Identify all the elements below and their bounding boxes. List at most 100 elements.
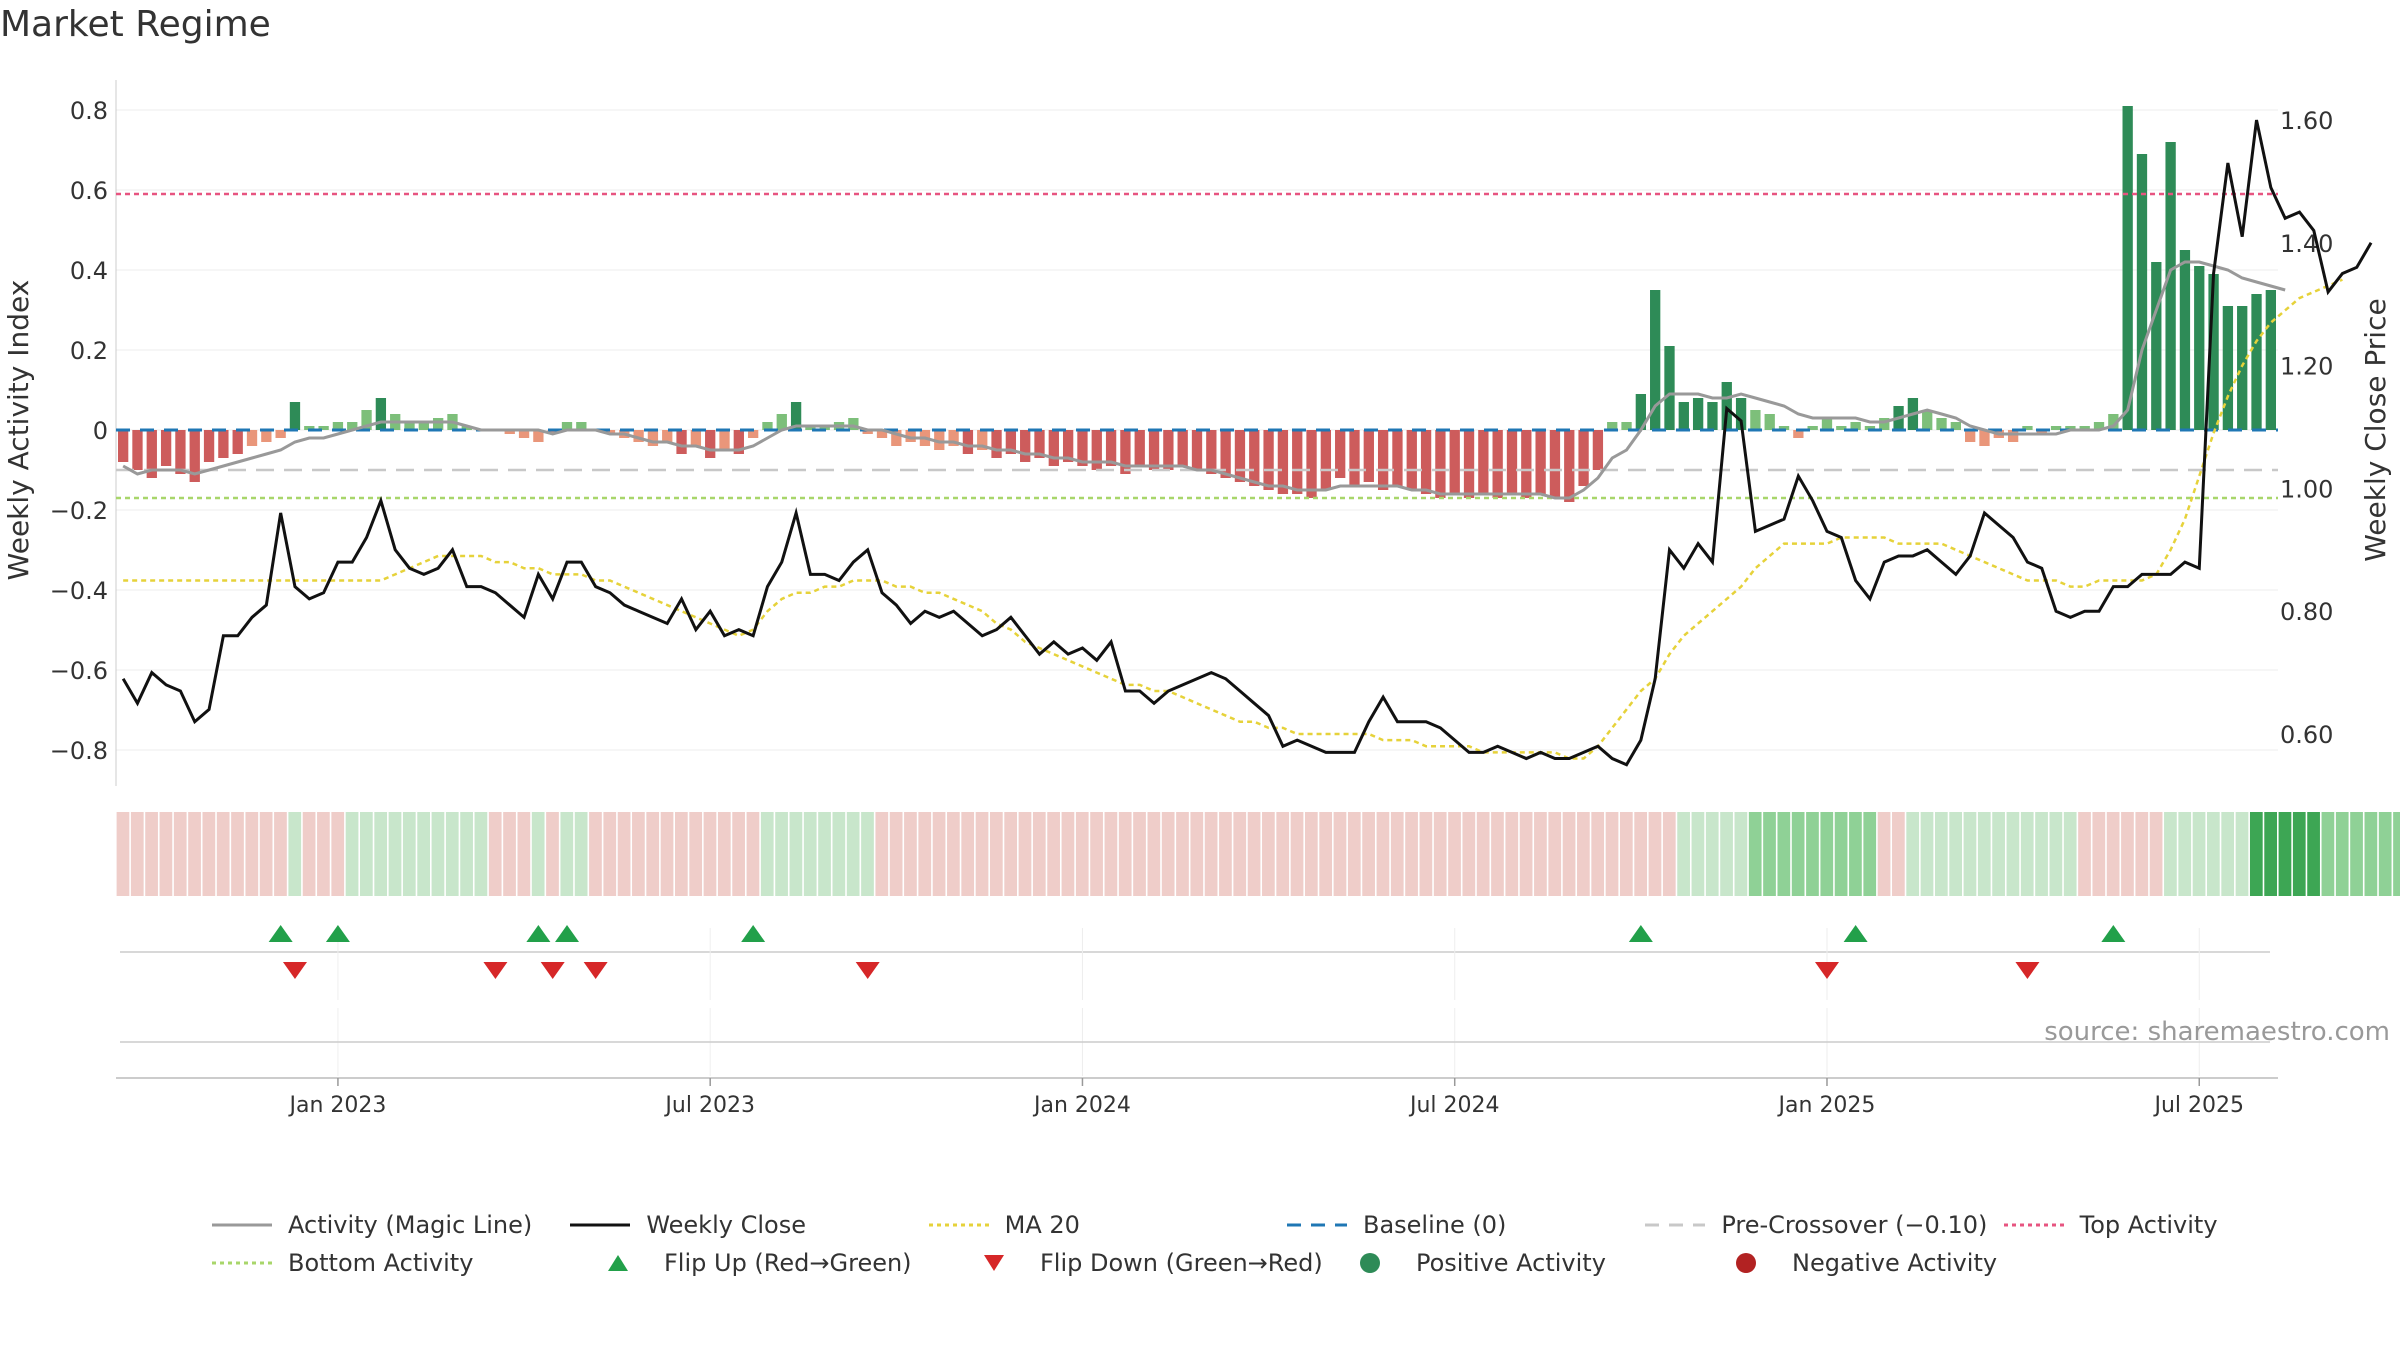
regime-cell [1834,812,1848,896]
regime-cell [517,812,531,896]
activity-bar [1922,410,1933,430]
regime-cell [789,812,803,896]
legend-label: Flip Down (Green→Red) [1040,1249,1323,1277]
regime-cell [2192,812,2206,896]
regime-cell [1863,812,1877,896]
x-tick-label: Jul 2023 [663,1093,755,1118]
regime-cell [1204,812,1218,896]
regime-cell [1419,812,1433,896]
green-dot-icon [1360,1253,1380,1273]
black-solid-line [570,1223,631,1227]
x-tick-label: Jan 2025 [1777,1093,1876,1118]
regime-cell [1934,812,1948,896]
regime-cell [360,812,373,896]
regime-cell [546,812,559,896]
activity-bar [848,418,859,430]
activity-bar [705,430,716,458]
regime-cell [1748,812,1762,896]
legend-label: Pre-Crossover (−0.10) [1721,1211,1988,1239]
activity-bar [1306,430,1317,498]
regime-cell [259,812,273,896]
activity-bar [1177,430,1188,466]
regime-cell [1233,812,1247,896]
activity-bar [2208,274,2219,430]
regime-cell [2292,812,2306,896]
activity-bar [1277,430,1289,494]
activity-bar [819,426,830,430]
regime-cell [1534,812,1547,896]
regime-cell [2264,812,2277,896]
activity-bar [160,430,172,466]
regime-cell [1820,812,1834,896]
regime-cell [503,812,516,896]
chart-legend: Activity (Magic Line) Weekly Close MA 20 Ba… [210,1206,2360,1282]
source-credit: source: sharemaestro.com [2044,1017,2390,1047]
activity-bar [2036,430,2047,434]
activity-bar [1850,422,1861,430]
regime-cell [1677,812,1690,896]
regime-cell [2221,812,2235,896]
activity-bar [2007,430,2019,442]
regime-cell [832,812,846,896]
activity-bar [1750,410,1761,430]
activity-bar [203,430,215,462]
regime-cell [1061,812,1075,896]
activity-bar [1062,430,1074,462]
legend-item: Weekly Close [568,1211,926,1239]
regime-cell [1476,812,1490,896]
activity-bar [762,422,773,430]
legend-label: Top Activity [2079,1211,2218,1239]
regime-cell [445,812,459,896]
green-dotted-line [212,1261,272,1265]
regime-cell [932,812,946,896]
left-tick-label: 0.8 [70,97,108,125]
activity-bar [2108,414,2119,430]
regime-cell [474,812,488,896]
activity-bar [1807,426,1818,430]
flip-down-marker [583,962,608,979]
regime-cell [1362,812,1375,896]
regime-cell [1147,812,1161,896]
activity-bar [504,430,515,434]
regime-cell [302,812,316,896]
regime-cell [431,812,445,896]
activity-bar [2022,426,2033,430]
activity-bar [790,402,802,430]
legend-item: Baseline (0) [1285,1211,1643,1239]
x-tick-label: Jan 2023 [287,1093,386,1118]
regime-cell [331,812,345,896]
activity-bar [1521,430,1532,498]
flip-down-marker [540,962,565,979]
regime-cell [2006,812,2020,896]
regime-cell [803,812,817,896]
regime-cell [1992,812,2005,896]
regime-cell [345,812,359,896]
activity-bar [1821,418,1833,430]
regime-cell [116,812,130,896]
regime-cell [1405,812,1418,896]
activity-bar [1506,430,1518,494]
regime-cell [2164,812,2177,896]
regime-cell [2121,812,2134,896]
weekly-close-line [121,119,2373,767]
regime-cell [918,812,932,896]
activity-bar [1721,382,1732,430]
regime-cell [2049,812,2063,896]
regime-cell [460,812,473,896]
left-tick-label: −0.2 [50,497,108,525]
flip-up-marker [741,925,766,942]
activity-bar [2065,426,2076,430]
legend-item: MA 20 [927,1211,1285,1239]
activity-bar [1764,414,1775,430]
regime-cell [732,812,745,896]
left-tick-label: 0 [93,417,108,445]
activity-bar [1091,430,1102,470]
activity-bar [1320,430,1332,490]
flip-down-marker [483,962,508,979]
regime-cell [1262,812,1275,896]
activity-bar [1349,430,1360,486]
regime-cell [1032,812,1046,896]
regime-cell [1577,812,1590,896]
activity-bar [1793,430,1804,438]
regime-cell [1304,812,1318,896]
